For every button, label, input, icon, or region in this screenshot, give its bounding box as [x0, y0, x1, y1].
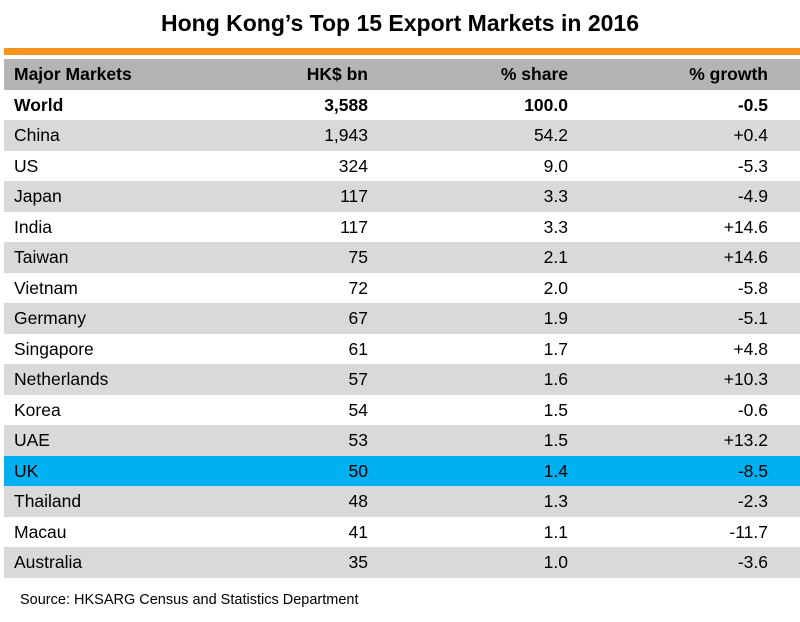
cell-share: 3.3 — [368, 181, 568, 212]
cell-share: 1.7 — [368, 333, 568, 364]
cell-growth: -11.7 — [568, 516, 800, 547]
cell-share: 100.0 — [368, 89, 568, 120]
table-row: Japan 117 3.3 -4.9 — [4, 181, 800, 212]
cell-growth: -5.8 — [568, 272, 800, 303]
cell-share: 9.0 — [368, 150, 568, 181]
table-row: UK 50 1.4 -8.5 — [4, 455, 800, 486]
cell-value: 324 — [228, 150, 368, 181]
cell-market: Netherlands — [4, 364, 228, 395]
cell-market: US — [4, 150, 228, 181]
cell-growth: +13.2 — [568, 425, 800, 456]
cell-market: UK — [4, 455, 228, 486]
cell-market: India — [4, 211, 228, 242]
cell-growth: +4.8 — [568, 333, 800, 364]
header-row: Major Markets HK$ bn % share % growth — [4, 59, 800, 90]
cell-share: 1.0 — [368, 547, 568, 578]
cell-share: 3.3 — [368, 211, 568, 242]
cell-share: 54.2 — [368, 120, 568, 151]
cell-growth: +10.3 — [568, 364, 800, 395]
cell-growth: +14.6 — [568, 242, 800, 273]
table-row: US 324 9.0 -5.3 — [4, 150, 800, 181]
cell-growth: +14.6 — [568, 211, 800, 242]
table-row: Australia 35 1.0 -3.6 — [4, 547, 800, 578]
column-header-value: HK$ bn — [228, 59, 368, 90]
cell-share: 2.1 — [368, 242, 568, 273]
cell-value: 35 — [228, 547, 368, 578]
cell-growth: -5.1 — [568, 303, 800, 334]
cell-market: Vietnam — [4, 272, 228, 303]
cell-value: 3,588 — [228, 89, 368, 120]
cell-growth: -0.6 — [568, 394, 800, 425]
table-row: China 1,943 54.2 +0.4 — [4, 120, 800, 151]
export-markets-table: Major Markets HK$ bn % share % growth Wo… — [4, 59, 800, 578]
table-row: Netherlands 57 1.6 +10.3 — [4, 364, 800, 395]
table-body: World 3,588 100.0 -0.5 China 1,943 54.2 +0.4 US 3… — [4, 89, 800, 578]
table-row: India 117 3.3 +14.6 — [4, 211, 800, 242]
source-note: Source: HKSARG Census and Statistics Dep… — [20, 592, 359, 608]
cell-market: Macau — [4, 516, 228, 547]
cell-growth: -3.6 — [568, 547, 800, 578]
accent-bar — [4, 48, 800, 55]
table-row: Thailand 48 1.3 -2.3 — [4, 486, 800, 517]
cell-value: 54 — [228, 394, 368, 425]
cell-share: 1.5 — [368, 394, 568, 425]
cell-value: 53 — [228, 425, 368, 456]
cell-growth: -4.9 — [568, 181, 800, 212]
cell-growth: -5.3 — [568, 150, 800, 181]
table-row: Vietnam 72 2.0 -5.8 — [4, 272, 800, 303]
cell-market: Thailand — [4, 486, 228, 517]
cell-value: 67 — [228, 303, 368, 334]
table-row: Taiwan 75 2.1 +14.6 — [4, 242, 800, 273]
table-row: Korea 54 1.5 -0.6 — [4, 394, 800, 425]
cell-market: Australia — [4, 547, 228, 578]
table-row: Macau 41 1.1 -11.7 — [4, 516, 800, 547]
chart-title: Hong Kong’s Top 15 Export Markets in 201… — [161, 10, 639, 36]
cell-growth: +0.4 — [568, 120, 800, 151]
cell-value: 1,943 — [228, 120, 368, 151]
cell-market: Korea — [4, 394, 228, 425]
cell-share: 1.9 — [368, 303, 568, 334]
column-header-market: Major Markets — [4, 59, 228, 90]
cell-market: UAE — [4, 425, 228, 456]
cell-market: Singapore — [4, 333, 228, 364]
table-row: Singapore 61 1.7 +4.8 — [4, 333, 800, 364]
cell-market: Taiwan — [4, 242, 228, 273]
cell-value: 72 — [228, 272, 368, 303]
cell-share: 1.4 — [368, 455, 568, 486]
table-row: UAE 53 1.5 +13.2 — [4, 425, 800, 456]
cell-value: 57 — [228, 364, 368, 395]
cell-market: Japan — [4, 181, 228, 212]
table-row: Germany 67 1.9 -5.1 — [4, 303, 800, 334]
column-header-growth: % growth — [568, 59, 800, 90]
cell-market: China — [4, 120, 228, 151]
cell-share: 1.1 — [368, 516, 568, 547]
cell-share: 1.5 — [368, 425, 568, 456]
cell-share: 1.3 — [368, 486, 568, 517]
cell-share: 2.0 — [368, 272, 568, 303]
column-header-share: % share — [368, 59, 568, 90]
cell-value: 117 — [228, 211, 368, 242]
cell-growth: -8.5 — [568, 455, 800, 486]
cell-market: Germany — [4, 303, 228, 334]
cell-value: 61 — [228, 333, 368, 364]
cell-growth: -2.3 — [568, 486, 800, 517]
cell-value: 75 — [228, 242, 368, 273]
table-row: World 3,588 100.0 -0.5 — [4, 89, 800, 120]
cell-value: 41 — [228, 516, 368, 547]
cell-value: 50 — [228, 455, 368, 486]
cell-value: 117 — [228, 181, 368, 212]
cell-share: 1.6 — [368, 364, 568, 395]
cell-market: World — [4, 89, 228, 120]
cell-value: 48 — [228, 486, 368, 517]
cell-growth: -0.5 — [568, 89, 800, 120]
